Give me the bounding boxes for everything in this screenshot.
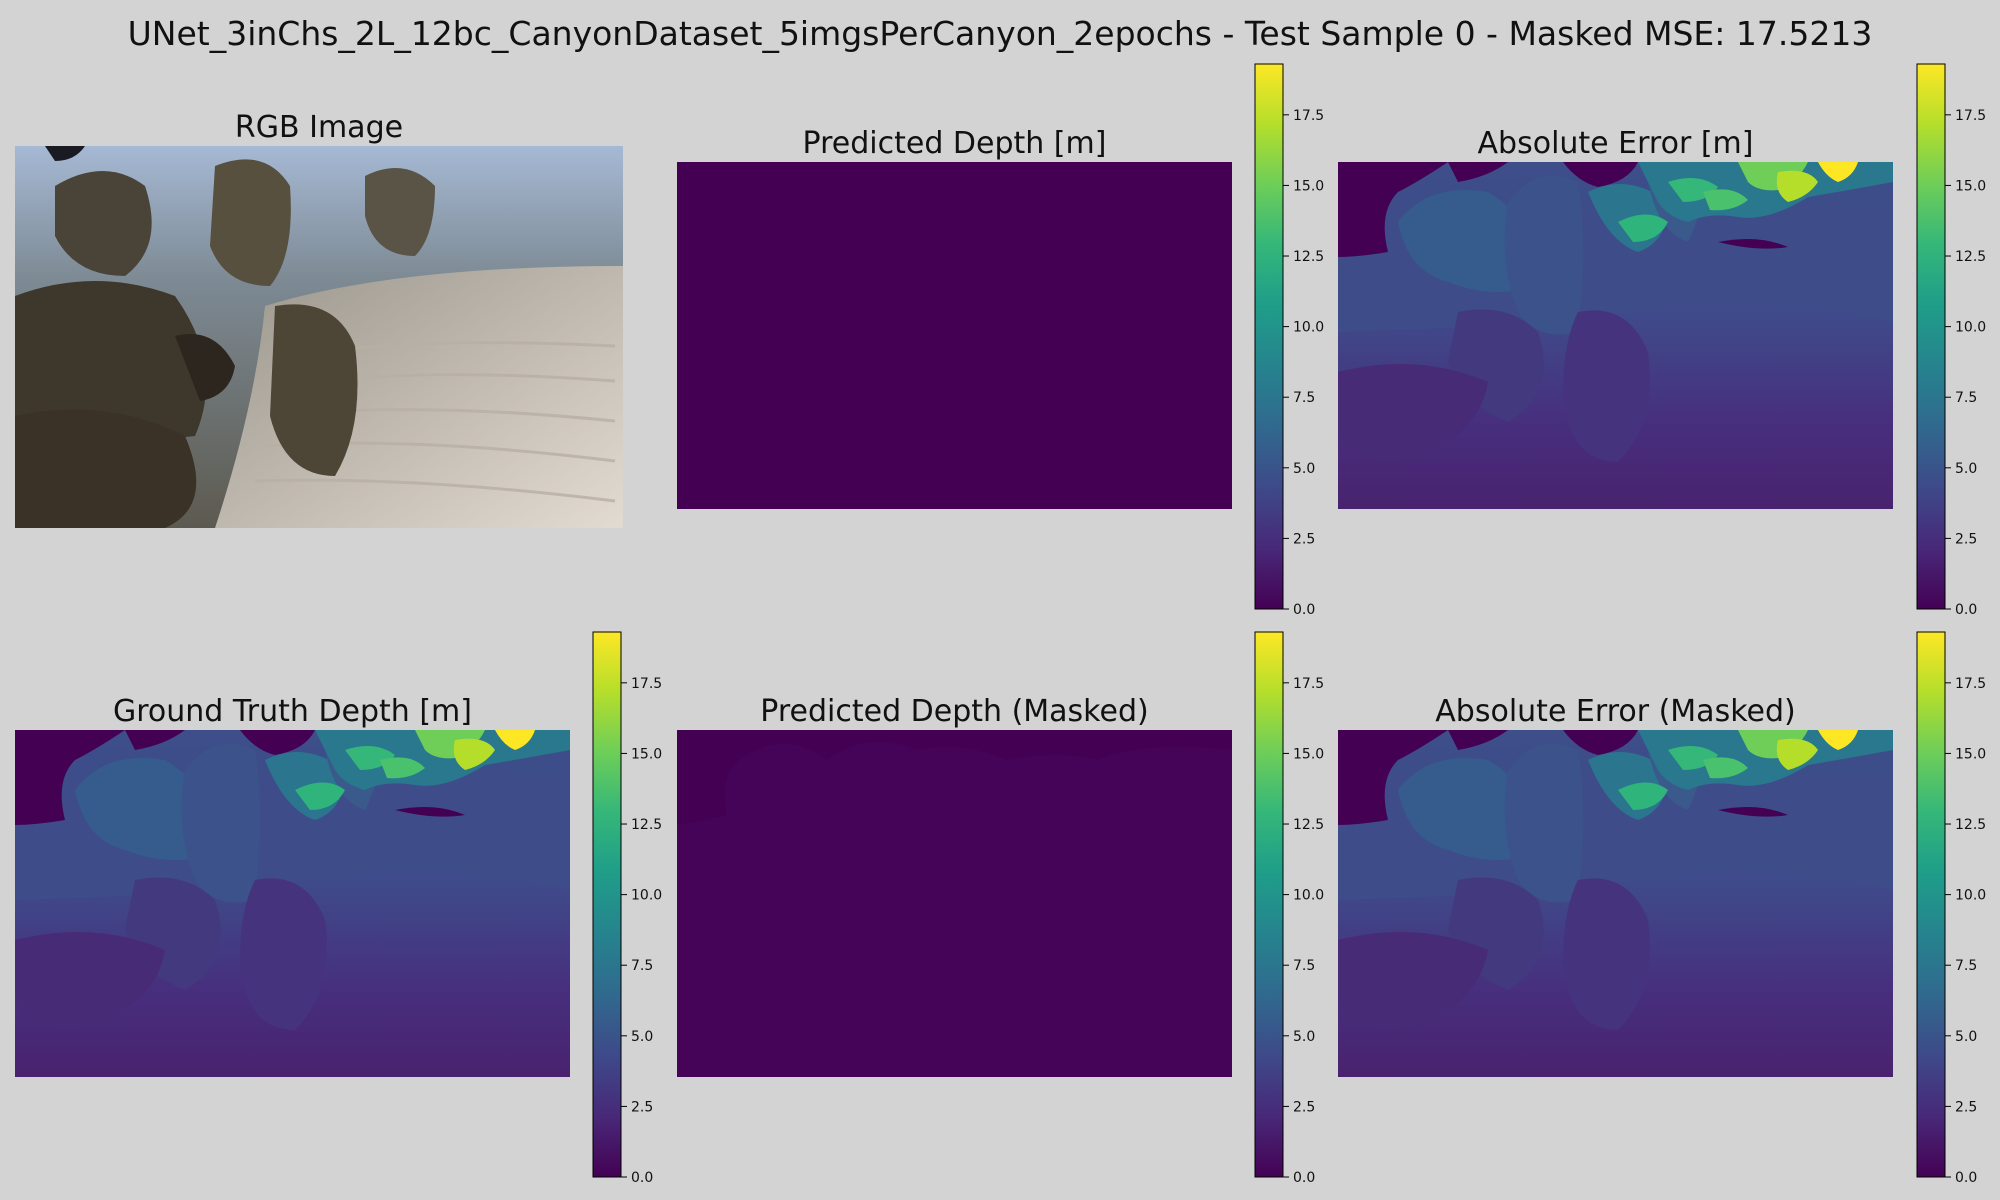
- panel-title-pred-masked: Predicted Depth (Masked): [760, 694, 1149, 729]
- pred-depth-map: [677, 162, 1232, 509]
- colorbar-gradient: [592, 631, 622, 1178]
- colorbar-tick-label: 2.5: [1955, 1099, 1977, 1115]
- panel-title-gt: Ground Truth Depth [m]: [112, 694, 472, 729]
- colorbar-tick-label: 12.5: [631, 817, 662, 833]
- pred-depth-masked-map: [677, 730, 1232, 1077]
- colorbar-tick-label: 15.0: [1293, 746, 1324, 762]
- colorbar-tick-label: 2.5: [1955, 531, 1977, 547]
- colorbar-tick-label: 0.0: [631, 1170, 653, 1186]
- colorbar-tick-label: 17.5: [631, 676, 662, 692]
- colorbar-tick-label: 17.5: [1293, 108, 1324, 124]
- colorbar-tick-label: 12.5: [1293, 817, 1324, 833]
- colorbar-tick-label: 15.0: [1293, 178, 1324, 194]
- colorbar-tick-label: 15.0: [1955, 746, 1986, 762]
- colorbar-tick-label: 10.0: [1955, 888, 1986, 904]
- colorbar-tick-label: 0.0: [1955, 1170, 1977, 1186]
- colorbar-tick-label: 12.5: [1955, 249, 1986, 265]
- colorbar-tick-label: 7.5: [1293, 390, 1315, 406]
- colorbar-tick-label: 7.5: [1293, 958, 1315, 974]
- colorbar-tick-label: 7.5: [631, 958, 653, 974]
- colorbar-gradient: [1254, 63, 1284, 610]
- panel-title-rgb: RGB Image: [234, 110, 404, 145]
- panel-title-pred: Predicted Depth [m]: [802, 126, 1107, 161]
- colorbar-tick-label: 15.0: [631, 746, 662, 762]
- colorbar-tick-label: 2.5: [1293, 1099, 1315, 1115]
- colorbar-tick-label: 10.0: [1293, 320, 1324, 336]
- rgb-image: [15, 146, 623, 528]
- colorbar-svg: 0.0 2.5 5.0 7.5 10.0 12.5 15.0 17.5: [1254, 63, 1324, 618]
- colorbar-svg: 0.0 2.5 5.0 7.5 10.0 12.5 15.0 17.5: [1916, 631, 1986, 1186]
- figure-title: UNet_3inChs_2L_12bc_CanyonDataset_5imgsP…: [127, 14, 1873, 53]
- colorbar-tick-label: 5.0: [1293, 461, 1315, 477]
- abs-error-map: [1338, 162, 1893, 509]
- colorbar-tick-label: 17.5: [1955, 108, 1986, 124]
- colorbar-tick-label: 0.0: [1293, 602, 1315, 618]
- colorbar-svg: 0.0 2.5 5.0 7.5 10.0 12.5 15.0 17.5: [592, 631, 662, 1186]
- colorbar-svg: 0.0 2.5 5.0 7.5 10.0 12.5 15.0 17.5: [1916, 63, 1986, 618]
- colorbar-svg: 0.0 2.5 5.0 7.5 10.0 12.5 15.0 17.5: [1254, 631, 1324, 1186]
- gt-depth-map: [15, 730, 570, 1077]
- colorbar-gradient: [1916, 63, 1946, 610]
- colorbar-tick-label: 17.5: [1293, 676, 1324, 692]
- panel-title-abs-err: Absolute Error [m]: [1477, 126, 1754, 161]
- colorbar-tick-label: 2.5: [1293, 531, 1315, 547]
- colorbar-tick-label: 10.0: [1955, 320, 1986, 336]
- colorbar-tick-label: 12.5: [1955, 817, 1986, 833]
- colorbar-tick-label: 5.0: [1293, 1029, 1315, 1045]
- colorbar-tick-label: 17.5: [1955, 676, 1986, 692]
- colorbar-tick-label: 15.0: [1955, 178, 1986, 194]
- colorbar-gradient: [1916, 631, 1946, 1178]
- colorbar-tick-label: 2.5: [631, 1099, 653, 1115]
- colorbar-tick-label: 10.0: [1293, 888, 1324, 904]
- colorbar-gradient: [1254, 631, 1284, 1178]
- colorbar-tick-label: 12.5: [1293, 249, 1324, 265]
- colorbar-tick-label: 0.0: [1293, 1170, 1315, 1186]
- colorbar-tick-label: 5.0: [1955, 1029, 1977, 1045]
- colorbar-tick-label: 5.0: [1955, 461, 1977, 477]
- abs-error-masked-map: [1338, 730, 1893, 1077]
- colorbar-tick-label: 10.0: [631, 888, 662, 904]
- panel-title-abs-err-masked: Absolute Error (Masked): [1435, 694, 1796, 729]
- colorbar-tick-label: 0.0: [1955, 602, 1977, 618]
- colorbar-tick-label: 7.5: [1955, 958, 1977, 974]
- colorbar-tick-label: 5.0: [631, 1029, 653, 1045]
- colorbar-tick-label: 7.5: [1955, 390, 1977, 406]
